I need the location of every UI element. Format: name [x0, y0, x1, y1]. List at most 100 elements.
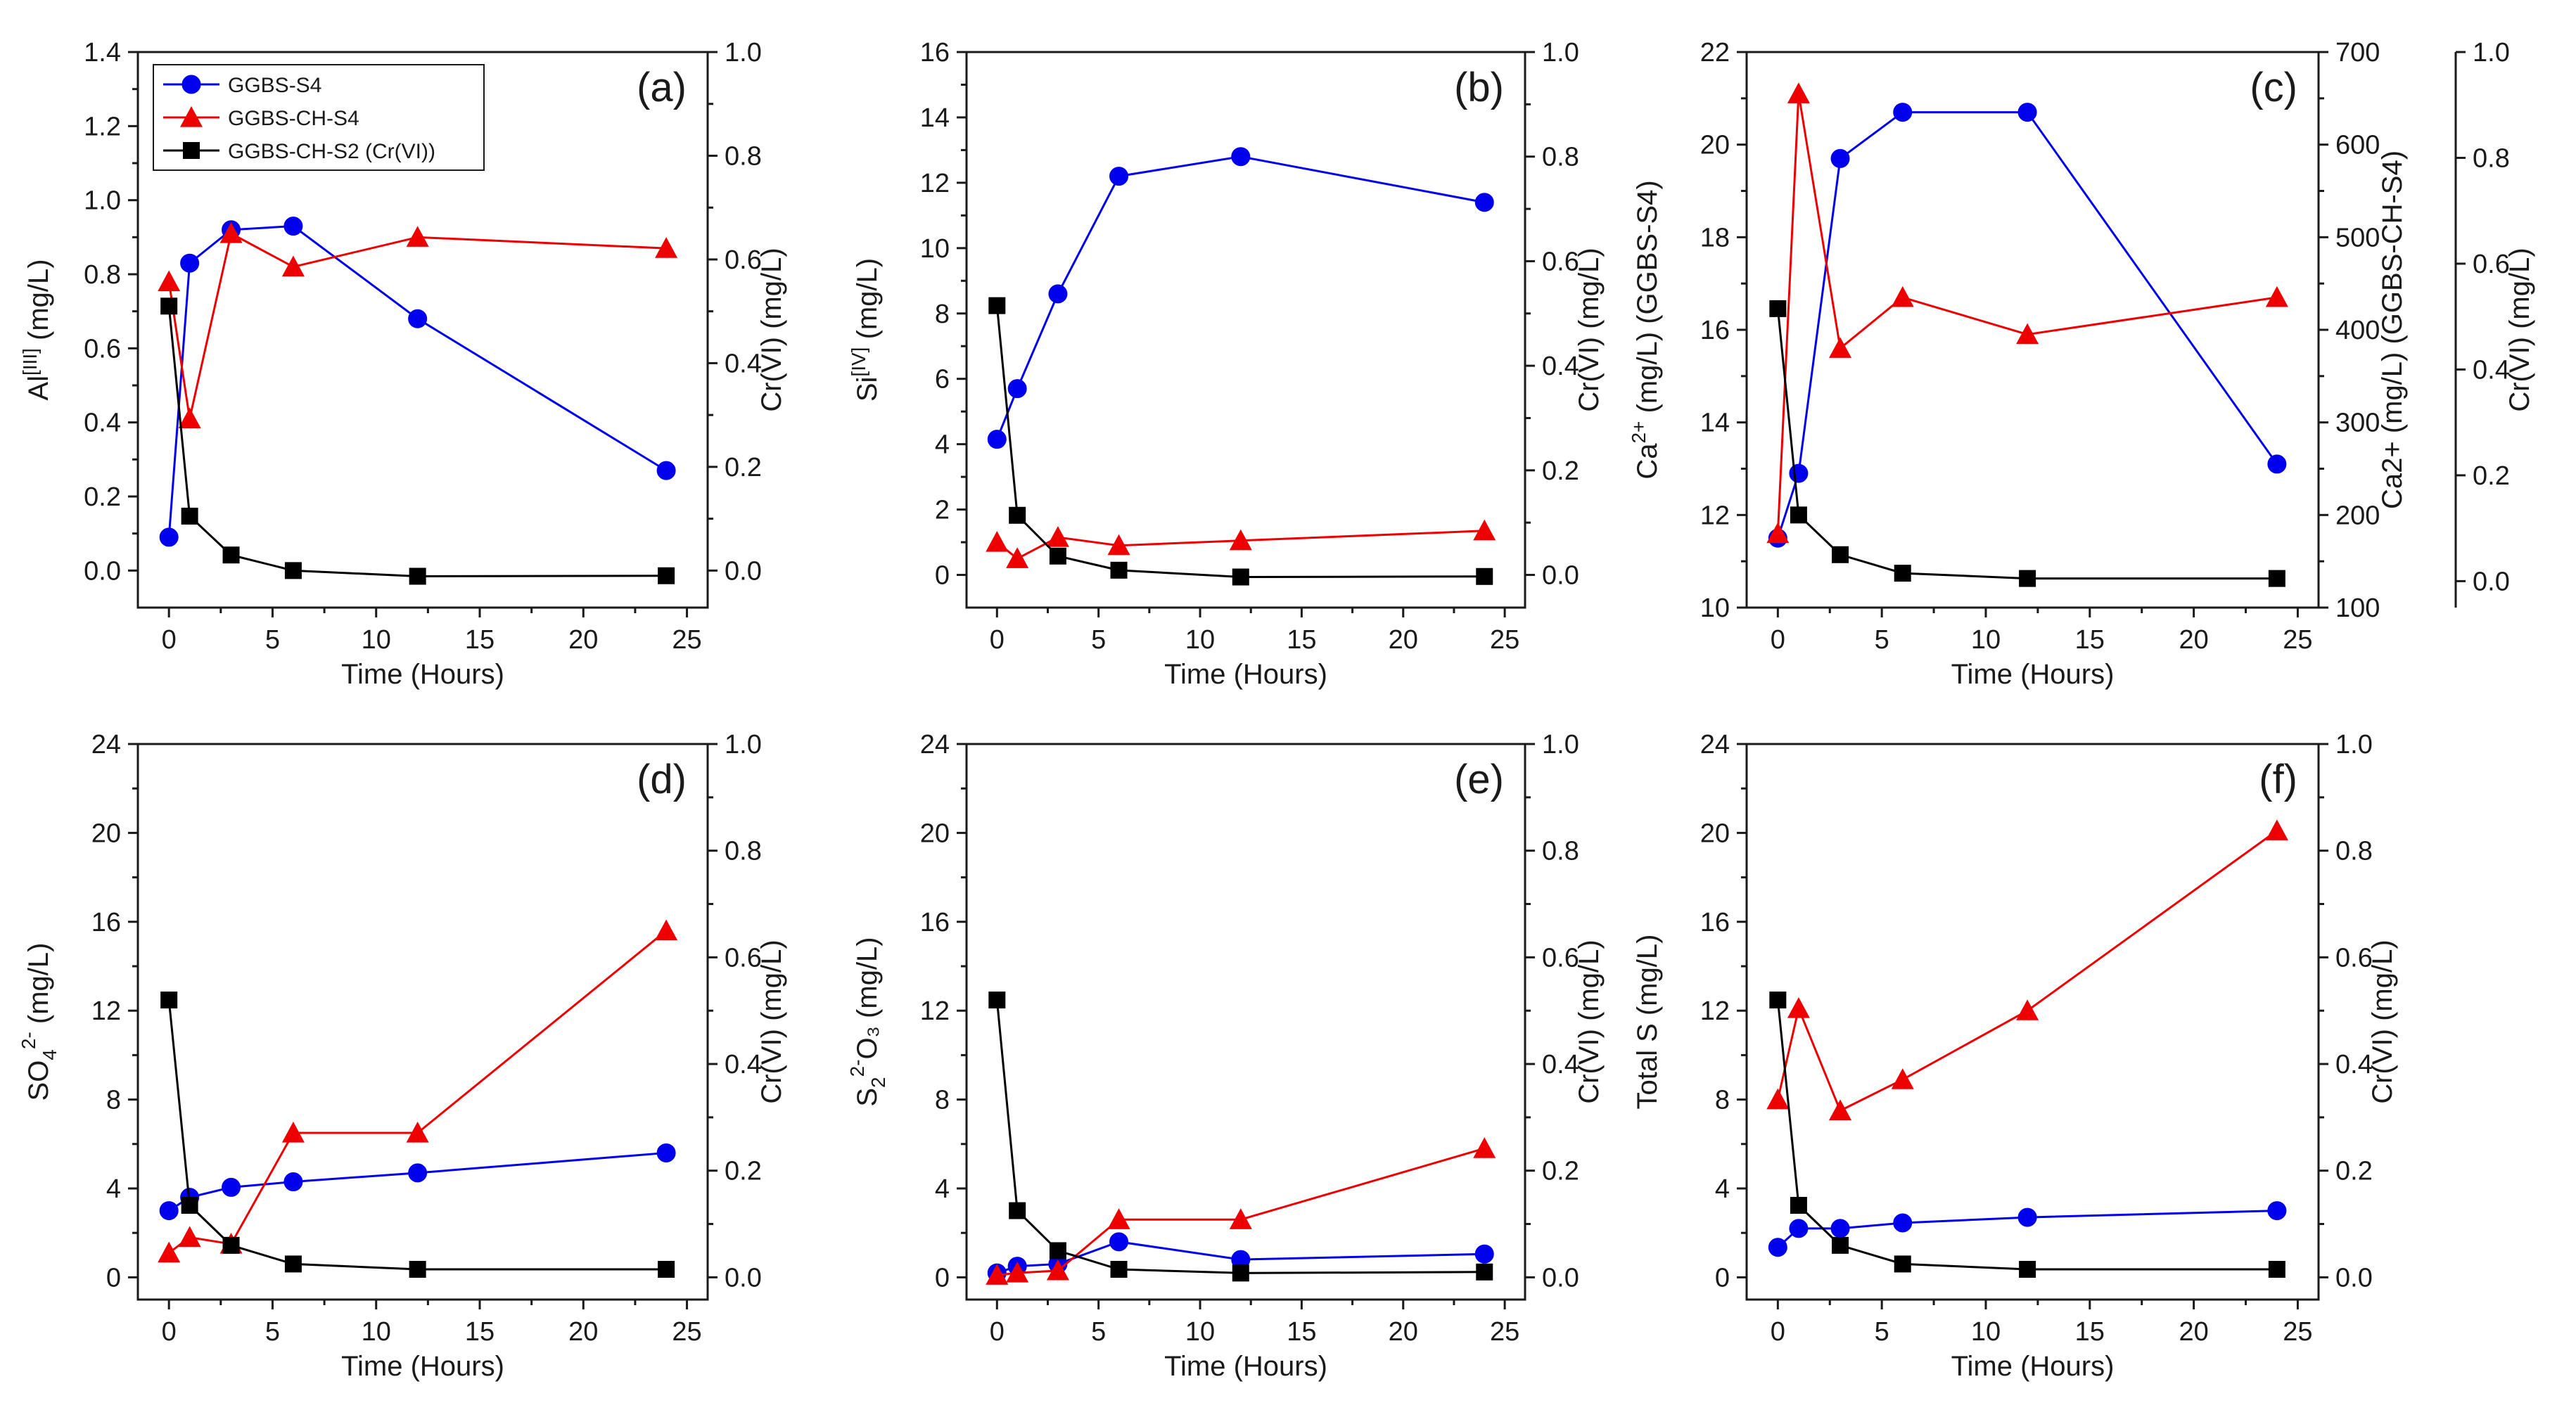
- panel-f-y-axis-title-main: Total S: [1632, 1023, 1663, 1109]
- panel-c-series-1-line: [1776, 94, 2278, 534]
- panel-b-x-axis-title: Time (Hours): [1164, 659, 1327, 690]
- panel-c-y-tick-label-6: 22: [1700, 38, 1730, 68]
- panel-a-y-axis-title-sup: [III]: [19, 348, 41, 376]
- panel-d-series-0-point-2: [222, 1177, 241, 1197]
- panel-e-y2-tick-label-5: 1.0: [1542, 730, 1579, 759]
- panel-f-series-0-point-0: [1768, 1238, 1787, 1257]
- panel-c-y3-tick-label-1: 0.2: [2473, 461, 2510, 491]
- panel-e-series-1-point-0: [986, 1264, 1009, 1285]
- panel-a-series-0-point-5: [656, 461, 676, 480]
- panel-a-series-2-point-4: [409, 568, 426, 585]
- panel-e-series-2-point-1: [1009, 1202, 1026, 1219]
- panel-e-frame: [965, 743, 1526, 1301]
- panel-a-y2-tick-label-4: 0.8: [725, 141, 762, 171]
- panel-d-y-axis-title-sup: 2-: [18, 1032, 39, 1049]
- panel-c-series-2-point-4: [2019, 570, 2036, 587]
- panel-c-series-2-point-1: [1790, 506, 1807, 524]
- panel-c-y-tick-label-1: 12: [1700, 501, 1730, 530]
- panel-b-series-2-line: [995, 305, 1485, 579]
- panel-f-y2-tick-label-0: 0.0: [2335, 1263, 2373, 1293]
- panel-f-x-axis-title: Time (Hours): [1951, 1351, 2115, 1382]
- panel-c-x-tick-label-1: 5: [1875, 625, 1889, 655]
- legend-marker-1: [180, 106, 203, 127]
- panel-a-series-2-point-1: [181, 507, 198, 525]
- panel-b-y2-axis-title: Cr(VI) (mg/L): [1574, 248, 1605, 411]
- panel-a-series-2-point-5: [658, 567, 675, 584]
- panel-e-series-2-point-0: [988, 992, 1006, 1009]
- panel-f-series-1-point-5: [2265, 819, 2288, 840]
- panel-c-y2-tick-label-4: 500: [2335, 223, 2380, 252]
- panel-a-series-0-point-4: [408, 309, 428, 328]
- panel-d-y2-tick-label-5: 1.0: [725, 730, 762, 759]
- panel-e-x-tick-label-4: 20: [1389, 1317, 1418, 1347]
- panel-d-y-tick-label-4: 16: [91, 908, 121, 937]
- panel-b-series-2-point-3: [1110, 561, 1128, 579]
- panel-c-series-2-line: [1776, 308, 2277, 580]
- panel-a-label: (a): [637, 65, 687, 110]
- panel-f-y-axis-title-rest: (mg/L): [1632, 935, 1663, 1024]
- panel-d-series-2-point-0: [160, 992, 178, 1009]
- panel-a-x-tick-label-0: 0: [162, 625, 177, 655]
- panel-b-series-2-point-5: [1476, 568, 1493, 585]
- panel-b-label: (b): [1454, 65, 1504, 110]
- panel-b-x-tick-label-3: 15: [1287, 625, 1316, 655]
- panel-e-y2-tick-label-2: 0.4: [1542, 1050, 1579, 1079]
- panel-e-y2-tick-label-0: 0.0: [1542, 1263, 1579, 1293]
- panel-d-series-0-point-3: [283, 1172, 303, 1192]
- panel-d-y2-axis-title: Cr(VI) (mg/L): [756, 940, 787, 1103]
- panel-c-series-1-point-3: [1891, 286, 1914, 307]
- panel-f-label: (f): [2259, 757, 2297, 802]
- panel-f-x-tick-label-0: 0: [1771, 1317, 1785, 1347]
- panel-e-x-tick-label-5: 25: [1490, 1317, 1519, 1347]
- panel-d-series-1-point-4: [406, 1122, 429, 1143]
- panel-f-series-1-line: [1776, 830, 2278, 1113]
- panel-e-series-0-point-5: [1474, 1244, 1494, 1264]
- panel-d-series-2-point-4: [409, 1261, 426, 1278]
- panel-d-y-tick-label-0: 0: [106, 1263, 121, 1293]
- panel-a-series-2-point-0: [160, 297, 178, 315]
- panel-c: 0 5 10 15 20 25 Time (Hours) 10 12 14 16 18 20 22 Ca2+…: [1628, 38, 2535, 690]
- panel-f-y-tick-label-1: 4: [1715, 1174, 1730, 1204]
- panel-b-series-1-point-2: [1046, 526, 1069, 547]
- panel-a-series-1-point-0: [158, 270, 181, 292]
- panel-e-series-1-point-2: [1046, 1259, 1069, 1281]
- panel-a-y-axis-title-rest: (mg/L): [23, 259, 54, 348]
- panel-b-y2-tick-label-2: 0.4: [1542, 352, 1579, 381]
- panel-e-series-2-point-3: [1110, 1261, 1128, 1278]
- panel-a-series-1-point-5: [655, 237, 678, 258]
- panel-b-y2-tick-label-3: 0.6: [1542, 247, 1579, 276]
- panel-b-series-0-point-3: [1109, 167, 1129, 186]
- panel-d-y-tick-label-1: 4: [106, 1174, 121, 1204]
- panel-a-y-tick-label-5: 1.0: [84, 186, 121, 216]
- panel-e-y-axis-title-rest: O₃ (mg/L): [852, 937, 883, 1059]
- panel-c-series-1-point-5: [2265, 286, 2288, 307]
- panel-e-y-axis-title-sup: 2-: [846, 1059, 868, 1077]
- panel-f-series-0-point-3: [1893, 1213, 1913, 1233]
- panel-c-y3-tick-label-0: 0.0: [2473, 567, 2510, 596]
- panel-a: 0 5 10 15 20 25 Time (Hours) 0.0 0.2 0.4 0.6 0.8 1.0…: [19, 38, 787, 690]
- panel-c-y-axis-title-rest: (mg/L) (GGBS-S4): [1632, 180, 1663, 421]
- panel-a-y-tick-label-2: 0.4: [84, 409, 121, 438]
- panel-f-series-0-point-2: [1830, 1219, 1850, 1238]
- legend-marker-0: [181, 75, 201, 94]
- panel-b-series-2-point-0: [988, 297, 1006, 314]
- panel-c-y-axis-title: Ca2+ (mg/L) (GGBS-S4): [1628, 180, 1663, 479]
- panel-d-x-axis-title: Time (Hours): [341, 1351, 504, 1382]
- panel-d-series-0-point-4: [408, 1163, 428, 1183]
- panel-f-y-tick-label-3: 12: [1700, 996, 1730, 1026]
- panel-b-series-1-point-1: [1006, 547, 1029, 568]
- panel-b-series-2-point-2: [1049, 547, 1066, 565]
- panel-f-y2-tick-label-5: 1.0: [2335, 730, 2373, 759]
- panel-d-y-tick-label-3: 12: [91, 996, 121, 1026]
- panel-b-y-tick-label-0: 0: [935, 561, 950, 591]
- panel-a-x-tick-label-3: 15: [465, 625, 495, 655]
- panel-e-y2-tick-label-3: 0.6: [1542, 943, 1579, 973]
- panel-f-series-2-point-3: [1894, 1255, 1911, 1273]
- panel-a-x-tick-label-2: 10: [362, 625, 391, 655]
- panel-c-series-2-point-0: [1769, 300, 1787, 317]
- panel-a-y-axis-title-main: Al: [23, 376, 54, 401]
- panel-c-series-2-point-5: [2268, 570, 2285, 587]
- panel-f-y-tick-label-6: 24: [1700, 730, 1730, 759]
- panel-b-y-tick-label-1: 2: [935, 496, 950, 525]
- panel-c-y3-axis-title: Cr(VI) (mg/L): [2504, 248, 2535, 411]
